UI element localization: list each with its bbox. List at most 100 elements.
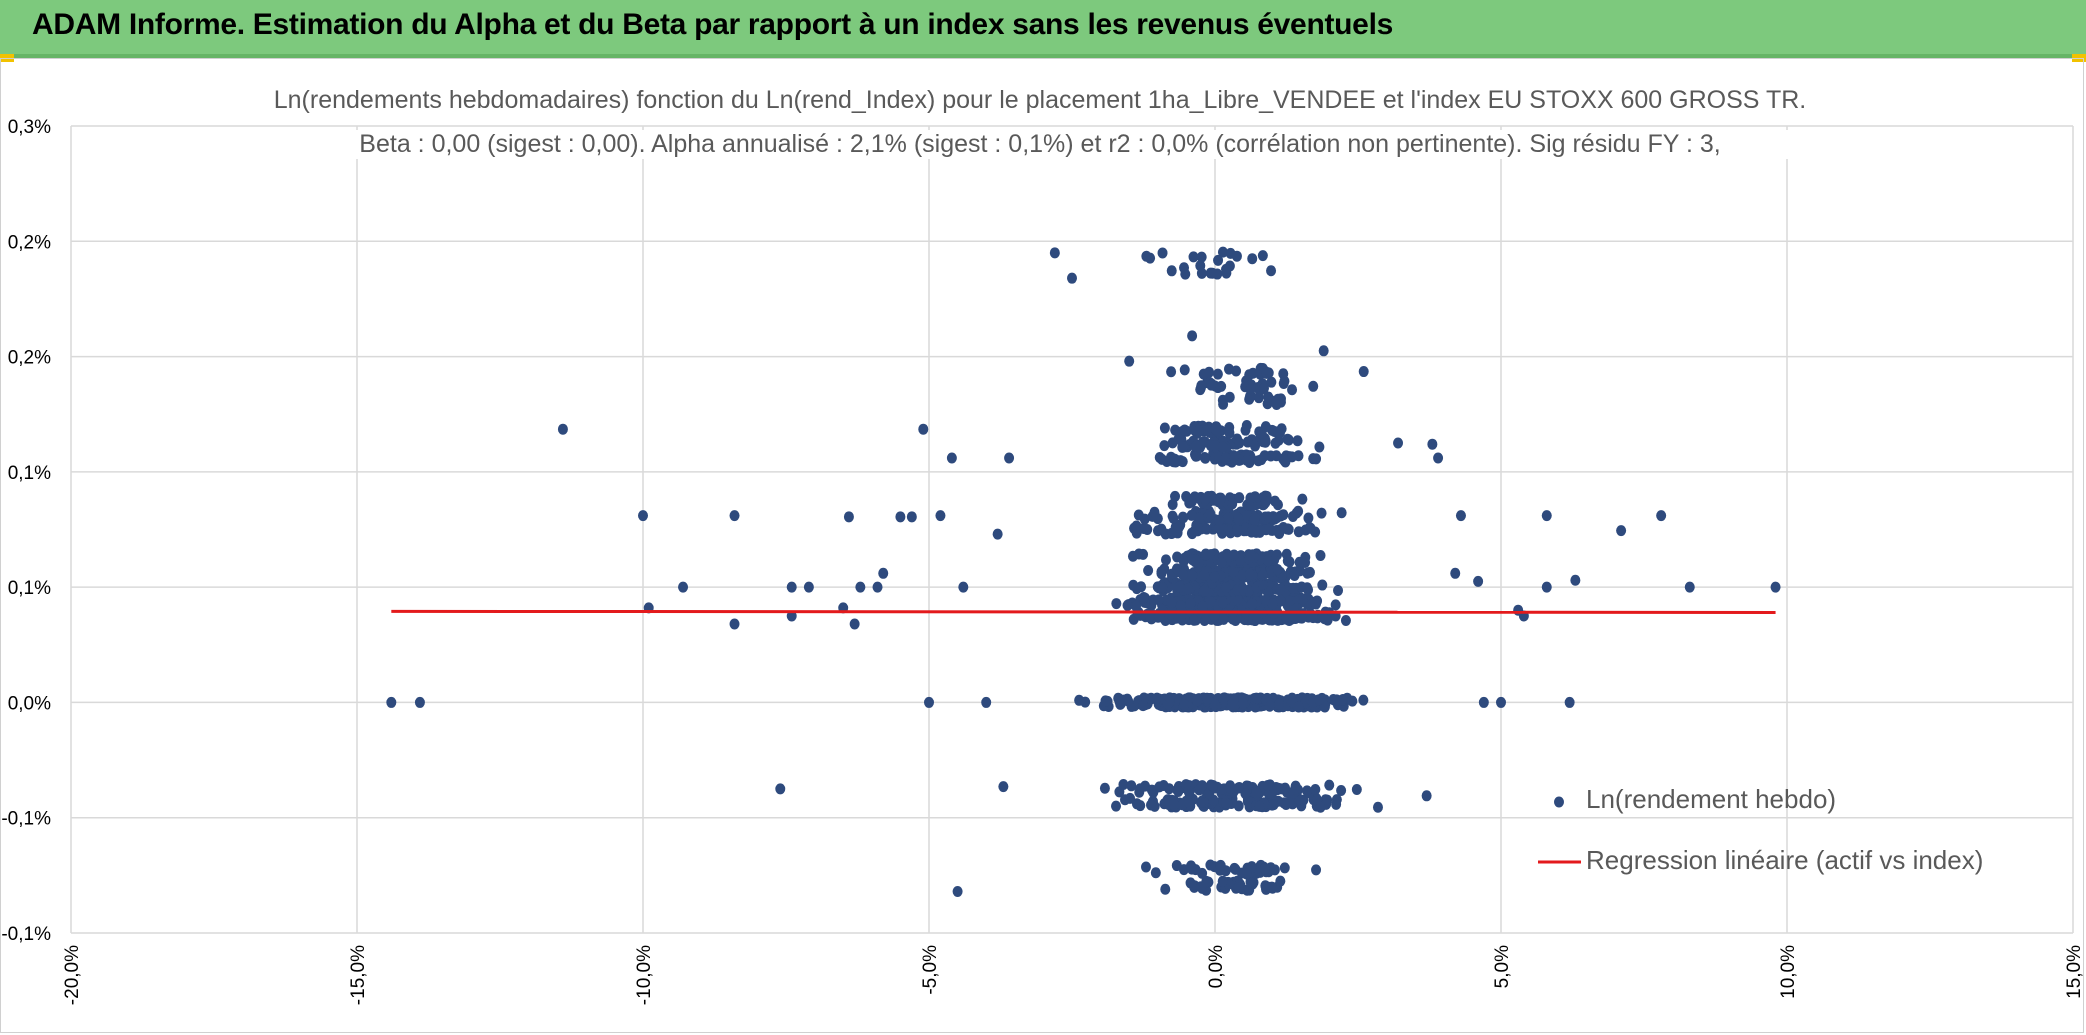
- data-point: [946, 452, 957, 464]
- data-point: [1351, 784, 1362, 796]
- data-point: [1266, 376, 1277, 388]
- chart-area: -0,1% -0,1% 0,0% 0,1% 0,1% 0,2% 0,2% 0,3% -20,0%…: [0, 58, 2085, 1033]
- data-point: [1241, 509, 1252, 521]
- legend-label-points: Ln(rendement hebdo): [1586, 784, 1837, 814]
- data-point: [1228, 566, 1239, 578]
- data-point: [1212, 368, 1223, 380]
- data-point: [1178, 569, 1189, 581]
- scatter-chart: -0,1% -0,1% 0,0% 0,1% 0,1% 0,2% 0,2% 0,3% -20,0%…: [1, 117, 2085, 1005]
- data-point: [1230, 698, 1241, 710]
- data-point: [1295, 612, 1306, 624]
- data-point: [1122, 599, 1133, 611]
- data-point: [1194, 512, 1205, 524]
- data-point: [1228, 450, 1239, 462]
- x-tick-label: -5,0%: [920, 945, 941, 995]
- data-point: [1164, 692, 1175, 704]
- data-point: [1247, 367, 1258, 379]
- data-point: [935, 510, 946, 522]
- data-point: [1286, 451, 1297, 463]
- x-tick-label: 0,0%: [1206, 945, 1227, 988]
- data-point: [1272, 499, 1283, 511]
- data-point: [1138, 700, 1149, 712]
- data-point: [557, 423, 568, 435]
- data-point: [1191, 440, 1202, 452]
- data-point: [1223, 363, 1234, 375]
- data-point: [1302, 582, 1313, 594]
- data-point: [1262, 555, 1273, 567]
- x-tick-label: -15,0%: [348, 945, 369, 1005]
- data-point: [1179, 699, 1190, 711]
- data-point: [1427, 438, 1438, 450]
- data-point: [1315, 549, 1326, 561]
- data-point: [1433, 452, 1444, 464]
- legend-label-regression: Regression linéaire (actif vs index): [1586, 845, 1984, 875]
- data-point: [895, 511, 906, 523]
- data-point: [1218, 597, 1229, 609]
- data-point: [1131, 798, 1142, 810]
- data-point: [678, 581, 689, 593]
- data-point: [1213, 514, 1224, 526]
- data-point: [1195, 797, 1206, 809]
- data-point: [1227, 498, 1238, 510]
- x-tick-label: 10,0%: [1778, 945, 1799, 999]
- data-point: [1187, 554, 1198, 566]
- data-point: [958, 581, 969, 593]
- data-point: [1241, 454, 1252, 466]
- data-point: [1166, 366, 1177, 378]
- data-point: [729, 510, 740, 522]
- data-point: [1293, 701, 1304, 713]
- data-point: [1273, 395, 1284, 407]
- data-point: [1331, 694, 1342, 706]
- data-point: [803, 581, 814, 593]
- data-point: [1289, 570, 1300, 582]
- y-tick-label: -0,1%: [1, 924, 51, 945]
- data-point: [1224, 426, 1235, 438]
- data-point: [1269, 864, 1280, 876]
- data-point: [1281, 798, 1292, 810]
- data-point: [1259, 863, 1270, 875]
- data-point: [924, 696, 934, 708]
- data-point: [1478, 696, 1489, 708]
- data-point: [1473, 575, 1484, 587]
- data-point: [1496, 696, 1506, 708]
- data-point: [1188, 251, 1199, 263]
- data-point: [1393, 437, 1404, 449]
- data-point: [1143, 565, 1154, 577]
- data-point: [386, 696, 397, 708]
- data-point: [1297, 593, 1308, 605]
- chart-title: Ln(rendements hebdomadaires) fonction du…: [260, 86, 1820, 115]
- data-point: [1245, 383, 1256, 395]
- data-point: [1160, 554, 1171, 566]
- data-point: [1616, 525, 1627, 537]
- data-point: [1186, 863, 1197, 875]
- data-point: [1225, 783, 1236, 795]
- data-point: [1324, 779, 1335, 791]
- data-point: [1266, 265, 1277, 277]
- data-point: [1455, 510, 1466, 522]
- data-point: [1233, 512, 1244, 524]
- data-point: [1421, 790, 1432, 802]
- data-point: [1187, 570, 1198, 582]
- data-point: [1240, 787, 1251, 799]
- data-point: [1258, 382, 1269, 394]
- y-tick-label: 0,1%: [8, 463, 51, 484]
- data-point: [952, 885, 963, 897]
- data-point: [1259, 450, 1270, 462]
- data-point: [1288, 582, 1299, 594]
- data-point: [1318, 345, 1329, 357]
- data-point: [1358, 694, 1369, 706]
- data-point: [1185, 597, 1196, 609]
- data-point: [1279, 455, 1290, 467]
- data-point: [1191, 450, 1202, 462]
- data-point: [1656, 510, 1667, 522]
- data-point: [855, 581, 866, 593]
- data-point: [1173, 522, 1184, 534]
- data-point: [1216, 556, 1227, 568]
- data-point: [1174, 581, 1185, 593]
- header-bar: ADAM Informe. Estimation du Alpha et du …: [0, 0, 2086, 58]
- data-point: [1196, 251, 1207, 263]
- data-point: [1201, 875, 1212, 887]
- data-point: [1153, 594, 1164, 606]
- data-point: [1245, 492, 1256, 504]
- data-point: [1217, 246, 1228, 258]
